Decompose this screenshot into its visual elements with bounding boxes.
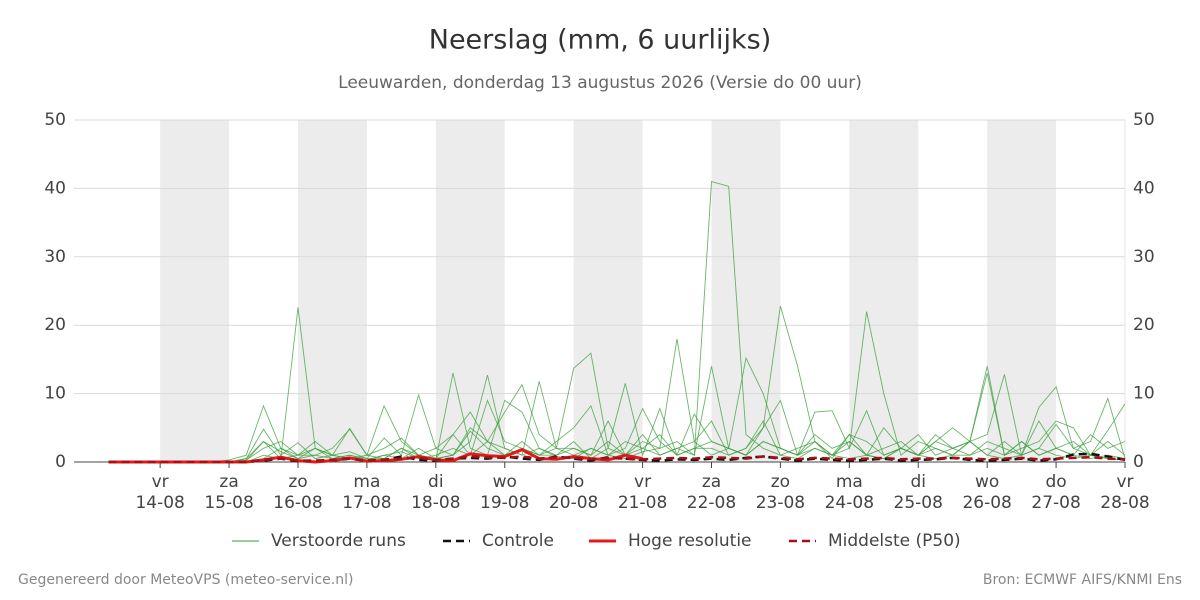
x-tick-label: vr [1116, 472, 1133, 492]
x-tick-label: ma [353, 472, 380, 492]
day-band [297, 120, 367, 462]
x-tick-label: 26-08 [962, 493, 1011, 513]
ensemble-line [108, 311, 1126, 463]
footer-right: Bron: ECMWF AIFS/KNMI Ens [983, 572, 1182, 588]
x-tick-label: 24-08 [825, 493, 874, 513]
legend-label: Verstoorde runs [271, 531, 406, 551]
y-tick-label: 20 [44, 315, 66, 335]
x-tick-label: do [1045, 472, 1066, 492]
x-tick-label: wo [493, 472, 517, 492]
day-band [573, 120, 643, 462]
day-band [987, 120, 1057, 462]
y2-tick-label: 10 [1133, 384, 1155, 404]
x-tick-label: di [428, 472, 444, 492]
y2-tick-label: 50 [1133, 110, 1155, 130]
x-tick-label: 22-08 [687, 493, 736, 513]
y-tick-label: 0 [55, 452, 66, 472]
x-tick-label: za [219, 472, 238, 492]
x-tick-label: 15-08 [204, 493, 253, 513]
legend-label: Controle [482, 531, 554, 551]
legend-label: Middelste (P50) [828, 531, 961, 551]
series-line [108, 455, 1126, 464]
x-tick-label: vr [634, 472, 651, 492]
x-tick-label: 20-08 [549, 493, 598, 513]
chart-title: Neerslag (mm, 6 uurlijks) [429, 25, 771, 56]
x-tick-label: di [910, 472, 926, 492]
x-tick-label: 17-08 [342, 493, 391, 513]
day-band [160, 120, 230, 462]
x-tick-label: wo [975, 472, 999, 492]
y-tick-label: 10 [44, 384, 66, 404]
day-band [711, 120, 781, 462]
legend-label: Hoge resolutie [628, 531, 752, 551]
x-tick-label: 27-08 [1031, 493, 1080, 513]
x-tick-label: 28-08 [1100, 493, 1149, 513]
day-band [435, 120, 505, 462]
y2-tick-label: 40 [1133, 178, 1155, 198]
ensemble-line [108, 407, 1126, 463]
footer-left: Gegenereerd door MeteoVPS (meteo-service… [18, 572, 353, 588]
day-band [849, 120, 919, 462]
x-tick-label: ma [836, 472, 863, 492]
x-tick-label: 19-08 [480, 493, 529, 513]
x-tick-label: 25-08 [894, 493, 943, 513]
y2-tick-label: 20 [1133, 315, 1155, 335]
x-tick-label: do [563, 472, 584, 492]
y2-tick-label: 30 [1133, 247, 1155, 267]
x-tick-label: za [702, 472, 721, 492]
x-tick-label: 23-08 [756, 493, 805, 513]
day-bands [160, 120, 1057, 462]
y2-tick-label: 0 [1133, 452, 1144, 472]
x-tick-label: zo [288, 472, 307, 492]
y-tick-label: 30 [44, 247, 66, 267]
y-tick-label: 50 [44, 110, 66, 130]
x-tick-label: 21-08 [618, 493, 667, 513]
x-tick-label: 16-08 [273, 493, 322, 513]
x-tick-label: zo [771, 472, 790, 492]
chart-subtitle: Leeuwarden, donderdag 13 augustus 2026 (… [338, 73, 862, 93]
x-tick-label: 18-08 [411, 493, 460, 513]
x-tick-label: vr [152, 472, 169, 492]
y-tick-label: 40 [44, 178, 66, 198]
x-tick-label: 14-08 [135, 493, 184, 513]
